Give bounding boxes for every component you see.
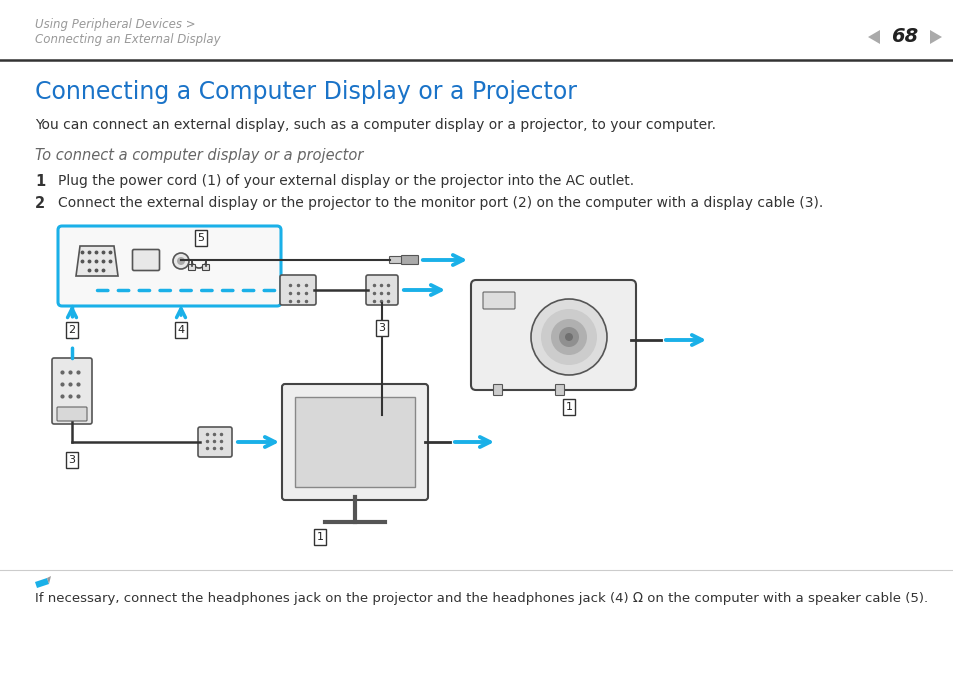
Text: 2: 2 <box>35 196 45 211</box>
Text: 68: 68 <box>890 28 918 47</box>
FancyBboxPatch shape <box>482 292 515 309</box>
Polygon shape <box>76 246 118 276</box>
FancyBboxPatch shape <box>493 384 502 396</box>
Text: To connect a computer display or a projector: To connect a computer display or a proje… <box>35 148 363 163</box>
Polygon shape <box>929 30 941 44</box>
Circle shape <box>540 309 597 365</box>
Circle shape <box>564 333 573 341</box>
FancyBboxPatch shape <box>294 397 415 487</box>
FancyBboxPatch shape <box>282 384 428 500</box>
FancyBboxPatch shape <box>401 255 418 264</box>
Circle shape <box>531 299 606 375</box>
Text: 2: 2 <box>69 325 75 335</box>
Text: 3: 3 <box>378 323 385 333</box>
Text: 4: 4 <box>177 325 184 335</box>
Text: Connecting an External Display: Connecting an External Display <box>35 33 220 46</box>
Polygon shape <box>47 576 51 584</box>
FancyBboxPatch shape <box>57 407 87 421</box>
Circle shape <box>177 257 185 265</box>
FancyBboxPatch shape <box>471 280 636 390</box>
Text: Plug the power cord (1) of your external display or the projector into the AC ou: Plug the power cord (1) of your external… <box>58 174 634 188</box>
FancyBboxPatch shape <box>189 264 195 270</box>
Polygon shape <box>867 30 879 44</box>
Text: If necessary, connect the headphones jack on the projector and the headphones ja: If necessary, connect the headphones jac… <box>35 592 927 605</box>
Text: 1: 1 <box>565 402 572 412</box>
Text: 5: 5 <box>197 233 204 243</box>
FancyBboxPatch shape <box>132 249 159 270</box>
Text: 3: 3 <box>69 455 75 465</box>
Text: Connecting a Computer Display or a Projector: Connecting a Computer Display or a Proje… <box>35 80 577 104</box>
Circle shape <box>558 327 578 347</box>
FancyBboxPatch shape <box>280 275 315 305</box>
FancyBboxPatch shape <box>555 384 564 396</box>
FancyBboxPatch shape <box>202 264 210 270</box>
Text: Using Peripheral Devices >: Using Peripheral Devices > <box>35 18 195 31</box>
FancyBboxPatch shape <box>198 427 232 457</box>
FancyBboxPatch shape <box>389 257 402 264</box>
Text: 1: 1 <box>35 174 45 189</box>
Circle shape <box>551 319 586 355</box>
Circle shape <box>172 253 189 269</box>
FancyBboxPatch shape <box>52 358 91 424</box>
Polygon shape <box>35 578 49 588</box>
Text: 1: 1 <box>316 532 323 542</box>
Text: Connect the external display or the projector to the monitor port (2) on the com: Connect the external display or the proj… <box>58 196 822 210</box>
Text: You can connect an external display, such as a computer display or a projector, : You can connect an external display, suc… <box>35 118 716 132</box>
FancyBboxPatch shape <box>58 226 281 306</box>
FancyBboxPatch shape <box>366 275 397 305</box>
